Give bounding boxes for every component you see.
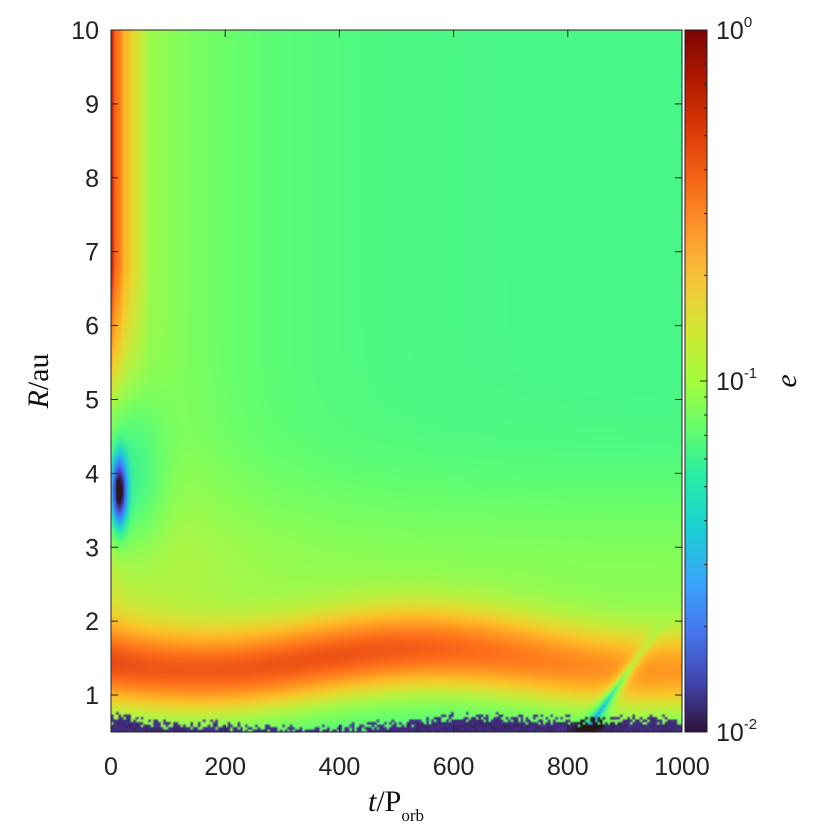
y-tick-label: 8 xyxy=(85,165,99,193)
y-axis: 1 2 3 4 5 6 7 8 9 10 xyxy=(71,17,682,710)
y-tick-label: 3 xyxy=(85,534,99,562)
y-tick-label: 5 xyxy=(85,386,99,414)
y-axis-title-unit: /au xyxy=(22,354,55,391)
y-tick-label: 10 xyxy=(71,17,99,45)
colorbar-tick-label: 10-1 xyxy=(716,365,757,396)
x-axis-title-base: /P xyxy=(376,785,401,818)
x-tick-label: 200 xyxy=(204,753,246,781)
x-tick-label: 400 xyxy=(319,753,361,781)
x-tick-label: 1000 xyxy=(654,753,710,781)
colorbar-label: e xyxy=(770,374,803,387)
y-tick-label: 6 xyxy=(85,313,99,341)
y-tick-label: 4 xyxy=(85,460,99,488)
colorbar: 100 10-1 10-2 e xyxy=(684,14,803,747)
heatmap-image xyxy=(111,30,682,732)
x-axis-title-t: t xyxy=(368,785,377,818)
x-tick-label: 800 xyxy=(547,753,589,781)
x-tick-label: 0 xyxy=(104,753,118,781)
heatmap-plot xyxy=(110,29,683,733)
y-tick-label: 1 xyxy=(85,682,99,710)
x-axis-title: t/Porb xyxy=(368,785,424,825)
y-tick-label: 9 xyxy=(85,91,99,119)
x-axis-title-sub: orb xyxy=(401,806,424,825)
colorbar-tick-label: 10-2 xyxy=(716,716,757,747)
y-tick-label: 2 xyxy=(85,608,99,636)
y-axis-title-r: R xyxy=(22,390,55,409)
x-tick-label: 600 xyxy=(433,753,475,781)
x-axis: 0 200 400 600 800 1000 xyxy=(104,30,710,781)
y-axis-title: R/au xyxy=(22,354,55,410)
colorbar-tick-label: 100 xyxy=(716,14,752,45)
colorbar-ticks: 100 10-1 10-2 xyxy=(700,14,757,747)
plot-frame xyxy=(110,29,683,733)
y-tick-label: 7 xyxy=(85,239,99,267)
